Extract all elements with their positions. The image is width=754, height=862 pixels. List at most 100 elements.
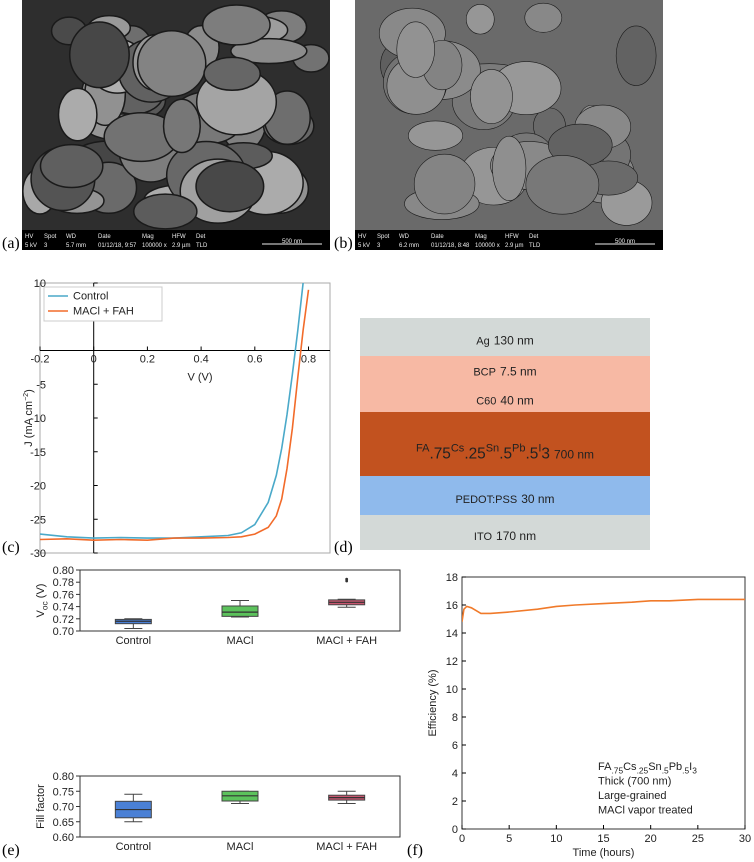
y-tick-label: -20 <box>30 481 46 493</box>
sem-header: Mag <box>142 234 154 240</box>
y-tick-label: -15 <box>30 447 46 459</box>
sem-grain <box>68 21 130 89</box>
sem-grain <box>407 120 464 151</box>
panel-label: (b) <box>334 235 353 252</box>
layer <box>360 476 650 515</box>
text-part: Fill factor <box>35 784 47 829</box>
y-tick-label: 0.80 <box>53 565 74 577</box>
text-part: V (V) <box>187 372 212 384</box>
sem-header: Date <box>431 234 444 240</box>
x-tick-label: 30 <box>739 833 751 845</box>
sem-info-bar <box>22 230 330 250</box>
layer-label: PEDOT:PSS 30 nm <box>455 492 554 506</box>
y-tick-label: 6 <box>452 740 458 752</box>
sem-header: HFW <box>505 234 519 240</box>
y-tick-label: 14 <box>446 628 458 640</box>
sem-header: Det <box>196 234 206 240</box>
x-tick-label: MACl <box>227 841 254 853</box>
y-tick-label: 0.65 <box>53 817 74 829</box>
sem-value: 2.9 µm <box>172 243 190 249</box>
text-part: I <box>689 761 692 773</box>
x-tick-label: 10 <box>550 833 562 845</box>
text-part: .25 <box>637 766 649 776</box>
layer-label: ITO 170 nm <box>474 529 536 543</box>
sem-grain <box>203 56 261 92</box>
x-tick-label: MACl + FAH <box>316 841 377 853</box>
text-part: Large-grained <box>598 790 667 802</box>
x-tick-label: 0.2 <box>140 354 155 366</box>
text-part: .5 <box>526 445 539 462</box>
layer-thickness: 170 nm <box>496 529 536 543</box>
sem-value: 5 kV <box>25 243 37 249</box>
y-tick-label: 0.75 <box>53 786 74 798</box>
text-part: ITO <box>474 531 493 543</box>
y-tick-label: 0.60 <box>53 832 74 844</box>
x-tick-label: Control <box>116 841 151 853</box>
sem-value: 01/12/18, 9:57 <box>98 243 137 249</box>
sem-value: 5 kV <box>358 243 370 249</box>
outlier <box>345 577 349 581</box>
text-part: (V) <box>35 584 47 602</box>
plot-frame <box>39 282 331 554</box>
text-part: Cs <box>623 761 637 773</box>
scale-bar-label: 500 nm <box>282 239 302 245</box>
sem-grain <box>470 69 513 124</box>
y-tick-label: -25 <box>30 514 46 526</box>
annotation: FA.75Cs.25Sn.5Pb.5I3 <box>598 761 697 776</box>
sem-value: 5.7 mm <box>66 243 86 249</box>
y-tick-label: 8 <box>452 712 458 724</box>
sem-header: WD <box>399 234 410 240</box>
y-tick-label: 0.72 <box>53 614 74 626</box>
text-part: Ag <box>476 336 489 348</box>
text-part: 3 <box>692 766 697 776</box>
layer-label: Ag 130 nm <box>476 334 534 348</box>
text-part: .5 <box>499 445 512 462</box>
y-tick-label: 10 <box>446 684 458 696</box>
panel-label: (a) <box>2 235 20 252</box>
sem-grain <box>396 21 435 78</box>
sem-value: TLD <box>529 243 541 249</box>
sem-value: 01/12/18, 8:48 <box>431 243 470 249</box>
text-part: −2 <box>23 393 30 401</box>
x-tick-label: 0.8 <box>301 354 316 366</box>
sem-grain <box>524 2 563 33</box>
scale-bar-label: 500 nm <box>615 239 635 245</box>
text-part: V <box>35 609 47 617</box>
y-tick-label: 2 <box>452 796 458 808</box>
sem-grain <box>413 153 476 215</box>
sem-value: 100000 x <box>475 243 500 249</box>
plot-frame <box>79 569 401 632</box>
text-part: .5 <box>662 766 669 776</box>
x-tick-label: 25 <box>692 833 704 845</box>
x-axis-label: Time (hours) <box>573 847 635 859</box>
y-tick-label: -10 <box>30 413 46 425</box>
y-tick-label: 0 <box>452 824 458 836</box>
x-tick-label: 0 <box>91 354 97 366</box>
x-tick-label: -0.2 <box>31 354 50 366</box>
panel-label: (c) <box>2 539 20 556</box>
y-tick-label: 18 <box>446 572 458 584</box>
panel-label: (e) <box>2 842 20 859</box>
series-line <box>40 289 310 542</box>
text-part: I <box>538 443 541 455</box>
sem-header: Det <box>529 234 539 240</box>
sem-header: Date <box>98 234 111 240</box>
sem-grain <box>230 37 308 65</box>
text-part: J (mA cm <box>23 401 35 447</box>
text-part: oc <box>40 601 50 610</box>
layer-thickness: 700 nm <box>554 447 594 461</box>
sem-header: HFW <box>172 234 186 240</box>
sem-header: Mag <box>475 234 487 240</box>
y-tick-label: -5 <box>36 379 46 391</box>
layer <box>360 384 650 412</box>
sem-header: HV <box>25 234 33 240</box>
y-tick-label: 16 <box>446 600 458 612</box>
sem-grain <box>133 193 198 230</box>
legend-label: MACl + FAH <box>73 306 134 318</box>
series-line <box>40 283 304 539</box>
sem-image: HV 5 kV Spot 3 WD 5.7 mm Date 01/12/18, 9:57 Mag… <box>22 0 330 250</box>
sem-header: HV <box>358 234 366 240</box>
y-tick-label: 0.70 <box>53 626 74 638</box>
annotation: MACl vapor treated <box>598 805 693 817</box>
layer-thickness: 130 nm <box>494 334 534 348</box>
